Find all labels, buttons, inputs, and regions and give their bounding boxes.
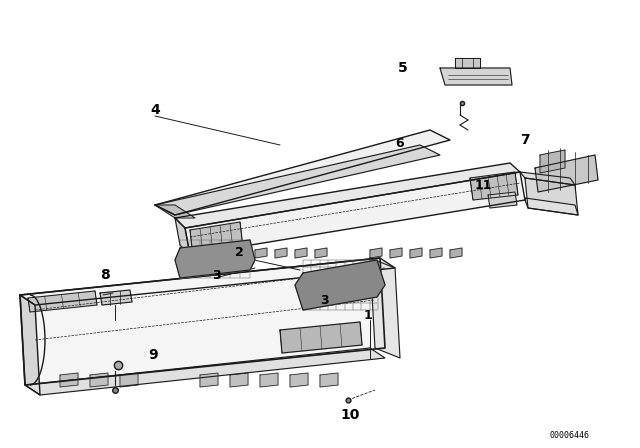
Polygon shape — [20, 258, 395, 305]
Text: 6: 6 — [395, 137, 404, 150]
Polygon shape — [290, 373, 308, 387]
Polygon shape — [370, 258, 400, 358]
Polygon shape — [275, 248, 287, 258]
Text: 2: 2 — [235, 246, 244, 258]
Text: 10: 10 — [340, 408, 360, 422]
Text: 1: 1 — [364, 309, 372, 322]
Polygon shape — [520, 172, 575, 185]
Polygon shape — [260, 373, 278, 387]
Polygon shape — [230, 373, 248, 387]
Polygon shape — [390, 248, 402, 258]
Polygon shape — [20, 258, 385, 385]
Polygon shape — [315, 248, 327, 258]
Polygon shape — [175, 240, 255, 278]
Polygon shape — [440, 68, 512, 85]
Polygon shape — [295, 260, 385, 310]
Polygon shape — [455, 58, 480, 68]
Polygon shape — [535, 155, 598, 192]
Text: 8: 8 — [100, 268, 109, 282]
Polygon shape — [370, 248, 382, 258]
Text: 7: 7 — [520, 133, 530, 147]
Text: 4: 4 — [150, 103, 160, 117]
Polygon shape — [90, 373, 108, 387]
Polygon shape — [175, 163, 520, 228]
Text: 3: 3 — [320, 293, 328, 306]
Polygon shape — [155, 130, 450, 215]
Polygon shape — [255, 248, 267, 258]
Polygon shape — [410, 248, 422, 258]
Polygon shape — [280, 322, 362, 353]
Polygon shape — [450, 248, 462, 258]
Polygon shape — [185, 172, 525, 255]
Polygon shape — [320, 373, 338, 387]
Polygon shape — [25, 348, 385, 395]
Polygon shape — [20, 295, 40, 395]
Polygon shape — [470, 172, 518, 200]
Polygon shape — [540, 150, 565, 173]
Text: 11: 11 — [475, 178, 493, 191]
Polygon shape — [155, 145, 440, 215]
Text: 9: 9 — [148, 348, 157, 362]
Polygon shape — [430, 248, 442, 258]
Text: 3: 3 — [212, 268, 221, 281]
Polygon shape — [100, 290, 132, 305]
Polygon shape — [175, 218, 190, 255]
Polygon shape — [525, 178, 578, 215]
Polygon shape — [295, 248, 307, 258]
Polygon shape — [200, 373, 218, 387]
Polygon shape — [488, 192, 517, 208]
Polygon shape — [525, 198, 578, 215]
Polygon shape — [28, 291, 97, 312]
Text: 00006446: 00006446 — [550, 431, 590, 439]
Polygon shape — [60, 373, 78, 387]
Polygon shape — [190, 222, 243, 256]
Polygon shape — [155, 205, 195, 218]
Text: 5: 5 — [398, 61, 408, 75]
Polygon shape — [120, 373, 138, 387]
